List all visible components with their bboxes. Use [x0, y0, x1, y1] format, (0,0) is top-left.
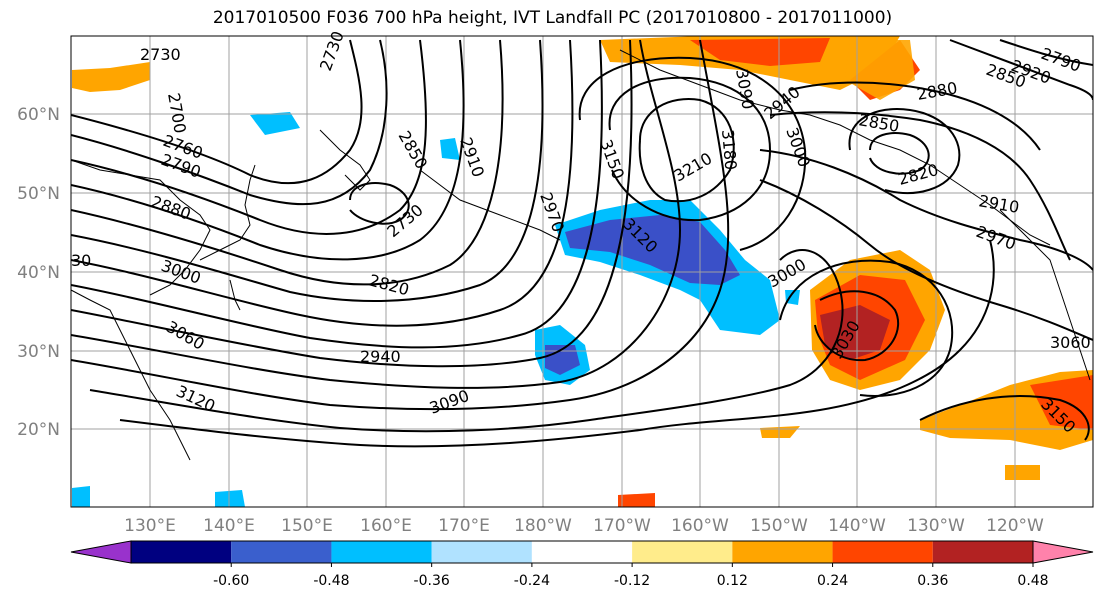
- contour-line: [999, 39, 1093, 66]
- contour-line: [608, 76, 772, 222]
- contour-line: [71, 39, 603, 349]
- colorbar-segment: [932, 541, 1033, 563]
- longitude-labels: 130°E 140°E 150°E 160°E 170°E 180°W 170°…: [124, 516, 1044, 536]
- colorbar-tick-label: 0.24: [817, 573, 848, 589]
- contour-line: [848, 108, 961, 194]
- map-frame: [70, 35, 1094, 508]
- colorbar-segment: [131, 541, 232, 563]
- contour-line: [949, 39, 1093, 101]
- lon-label: 170°W: [593, 516, 651, 536]
- contour-line: [71, 39, 574, 327]
- ivt-positive-small-se: [1005, 465, 1040, 480]
- colorbar-segment: [531, 541, 633, 563]
- lon-label: 180°W: [514, 516, 572, 536]
- contour-line: [71, 39, 504, 286]
- ivt-negative-small-east: [785, 290, 800, 305]
- contour-line: [349, 182, 410, 225]
- contour-line: [71, 39, 388, 206]
- coast-asia: [71, 159, 211, 461]
- contour-line: [89, 249, 844, 433]
- coast-aleutians: [419, 169, 561, 241]
- colorbar-tick-label: -0.60: [213, 573, 249, 589]
- colorbar-extend-high: [1032, 540, 1094, 564]
- colorbar-tick-label: -0.36: [414, 573, 450, 589]
- colorbar-extend-low: [70, 540, 132, 564]
- contour-line: [638, 98, 735, 203]
- contour-line: [759, 179, 1093, 341]
- contour-line: [759, 149, 1093, 271]
- contour-label: 3180: [718, 129, 740, 171]
- lat-label: 40°N: [17, 263, 60, 283]
- colorbar-tick-label: -0.24: [514, 573, 550, 589]
- ivt-positive-region-nw: [72, 62, 150, 92]
- colorbar-tick-label: 0.48: [1017, 573, 1048, 589]
- contour-line: [71, 39, 682, 389]
- colorbar-segment: [832, 541, 933, 563]
- contour-line: [578, 56, 807, 251]
- contour-line: [789, 81, 1041, 151]
- ivt-negative-small-sw: [72, 486, 90, 507]
- coast-na-west: [999, 209, 1091, 381]
- colorbar-segment: [231, 541, 332, 563]
- lat-label: 50°N: [17, 184, 60, 204]
- colorbar-segment: [732, 541, 833, 563]
- contour-label: 2730: [140, 45, 181, 64]
- contour-label: 2940: [360, 347, 401, 366]
- lat-label: 60°N: [17, 105, 60, 125]
- lon-label: 140°W: [828, 516, 886, 536]
- contour-line: [769, 111, 1071, 261]
- contour-label: 3060: [1050, 333, 1091, 352]
- colorbar-segment: [431, 541, 532, 563]
- colorbar: -0.60 -0.48 -0.36 -0.24 -0.12 0.12 0.24 0.36 0.4…: [70, 540, 1094, 589]
- latitude-labels: 60°N 50°N 40°N 30°N 20°N: [17, 105, 60, 440]
- lon-label: 130°E: [124, 516, 176, 536]
- contour-label: 30: [71, 251, 91, 270]
- lon-label: 150°W: [750, 516, 808, 536]
- lon-label: 140°E: [203, 516, 255, 536]
- lon-label: 170°E: [438, 516, 490, 536]
- contour-line: [779, 259, 954, 397]
- contour-line: [919, 395, 1090, 441]
- ivt-negative-core-south: [545, 345, 580, 375]
- contour-line: [814, 290, 900, 362]
- lon-label: 160°E: [360, 516, 412, 536]
- ivt-negative-core-central: [565, 215, 740, 285]
- contour-line: [71, 39, 730, 411]
- contour-line: [71, 39, 544, 302]
- lon-label: 130°W: [907, 516, 965, 536]
- colorbar-segment: [331, 541, 432, 563]
- ivt-positive-core-se: [1030, 375, 1093, 430]
- ivt-positive-core-north: [690, 38, 830, 66]
- contour-line: [119, 239, 995, 448]
- ivt-negative-small-n: [440, 138, 460, 160]
- coast-alaska: [619, 49, 1051, 246]
- colorbar-tick-label: 0.36: [917, 573, 948, 589]
- ivt-positive-small-bottom: [618, 493, 655, 507]
- contour-line: [869, 132, 930, 175]
- height-contours: [71, 39, 1093, 448]
- lon-label: 160°W: [671, 516, 729, 536]
- contour-line: [71, 39, 465, 261]
- lon-label: 150°E: [281, 516, 333, 536]
- ivt-positive-core-east: [820, 305, 890, 360]
- ivt-negative-small-bottom: [215, 490, 245, 507]
- contour-line: [71, 39, 633, 368]
- lat-label: 30°N: [17, 342, 60, 362]
- colorbar-tick-label: -0.12: [614, 573, 650, 589]
- lat-label: 20°N: [17, 420, 60, 440]
- contour-line: [71, 39, 363, 185]
- map-title: 2017010500 F036 700 hPa height, IVT Land…: [212, 8, 893, 28]
- contour-line: [71, 39, 427, 235]
- colorbar-tick-label: 0.12: [717, 573, 748, 589]
- ivt-negative-small-nw: [250, 112, 300, 135]
- colorbar-outline: [130, 540, 1034, 564]
- lon-label: 120°W: [986, 516, 1044, 536]
- colorbar-segment: [632, 541, 733, 563]
- colorbar-tick-label: -0.48: [313, 573, 349, 589]
